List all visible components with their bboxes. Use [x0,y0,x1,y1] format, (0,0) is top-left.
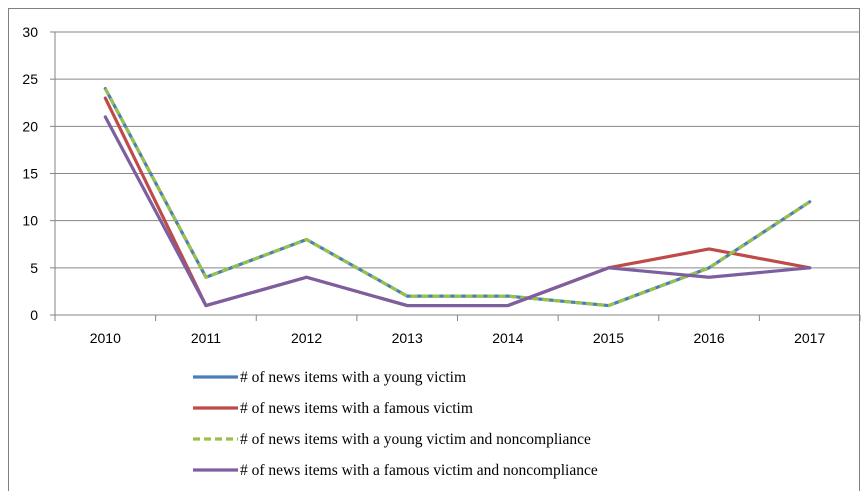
gridlines [55,31,860,269]
y-tick-label: 10 [22,213,38,229]
series-lines [103,86,812,308]
y-tick-label: 0 [30,307,38,323]
legend-label: # of news items with a young victim [240,369,466,386]
y-tick-label: 5 [30,260,38,276]
y-tick-label: 30 [22,24,38,40]
y-tick-label: 20 [22,118,38,134]
x-tick-label: 2011 [191,330,221,346]
x-tick-label: 2014 [492,330,523,346]
legend-label: # of news items with a famous victim and… [240,462,598,479]
x-tick-label: 2017 [794,330,825,346]
series-line-3 [103,87,811,308]
legend-label: # of news items with a famous victim [240,400,473,417]
x-tick-label: 2010 [90,330,121,346]
x-tick-label: 2012 [291,330,322,346]
series-line-1 [103,86,812,308]
legend-label: # of news items with a young victim and … [240,431,591,448]
y-tick-label: 15 [22,166,38,182]
x-tick-label: 2016 [693,330,724,346]
series-line-4 [103,115,812,308]
legend: # of news items with a young victim # of … [193,369,598,479]
y-tick-label: 25 [22,71,38,87]
axes: 0 5 10 15 20 25 30 2010 2011 2012 2013 2014 2015 2016… [22,24,861,346]
x-tick-label: 2013 [392,330,423,346]
x-tick-label: 2015 [593,330,624,346]
